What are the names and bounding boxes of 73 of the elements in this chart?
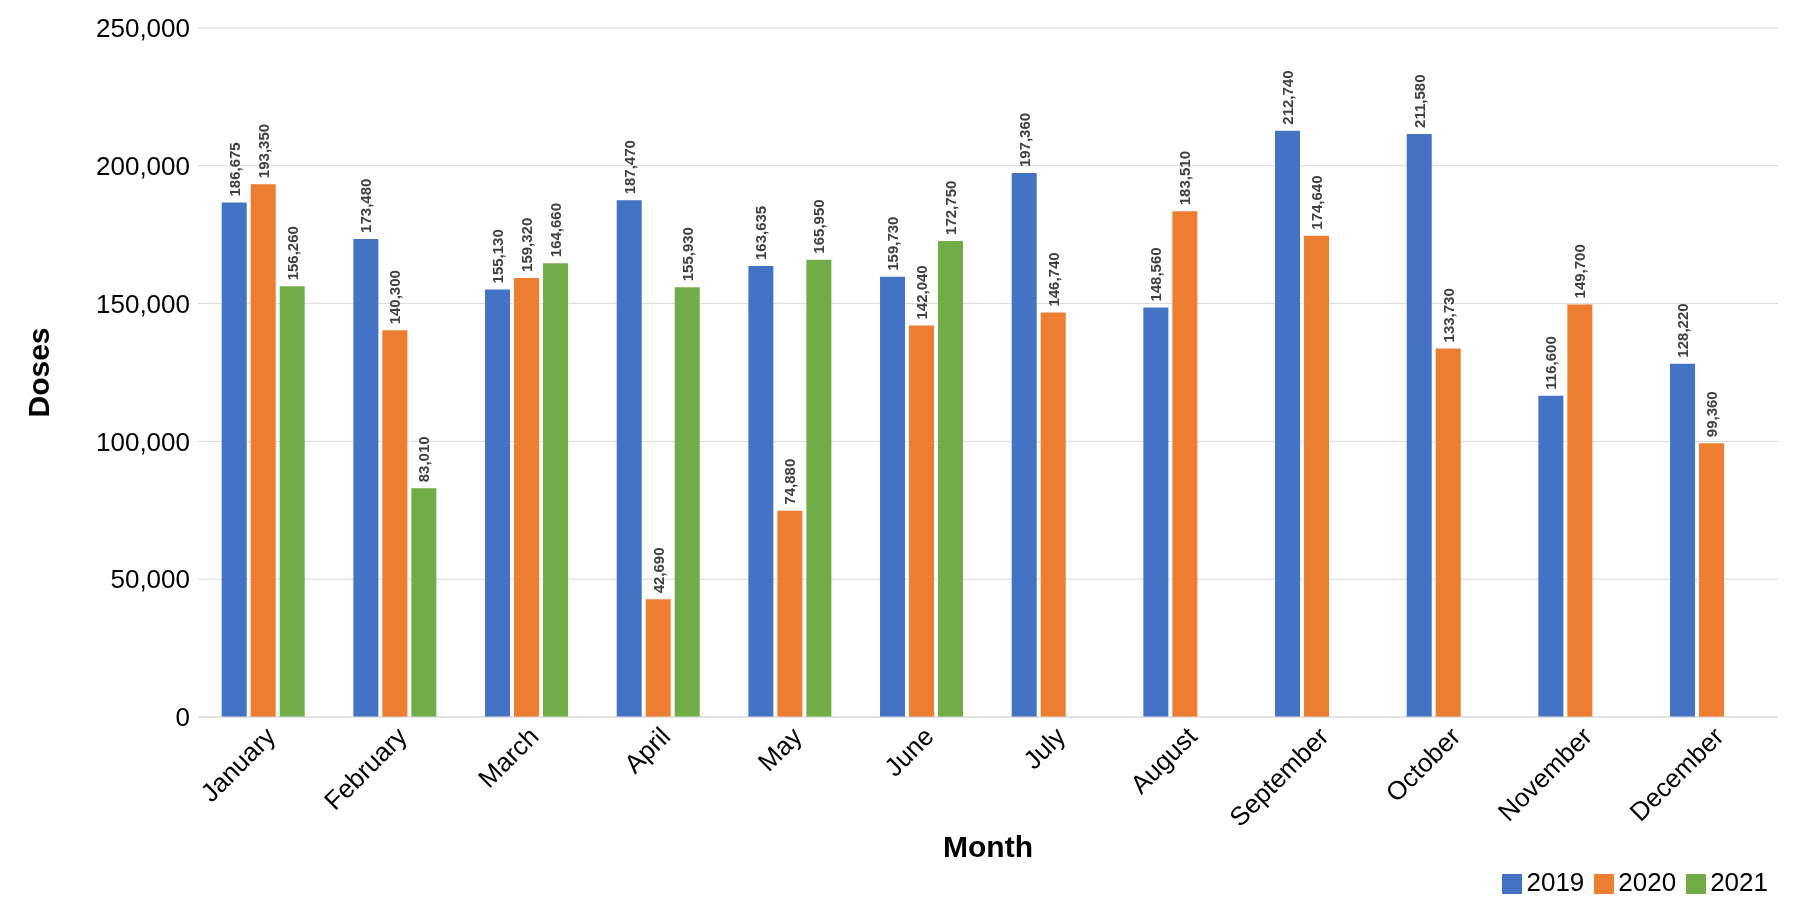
- y-tick-label: 50,000: [110, 564, 190, 595]
- data-label: 133,730: [1439, 288, 1457, 343]
- data-label: 165,950: [810, 199, 828, 254]
- bar: [806, 259, 832, 717]
- x-tick-label: May: [751, 721, 808, 778]
- data-label: 148,560: [1147, 247, 1165, 302]
- data-label: 193,350: [254, 123, 272, 179]
- bar: [1670, 363, 1696, 717]
- data-label: 186,675: [225, 142, 243, 197]
- bar: [221, 202, 247, 717]
- data-label: 116,600: [1542, 336, 1560, 390]
- data-label: 174,640: [1308, 175, 1326, 230]
- data-label: 140,300: [386, 270, 404, 325]
- bar: [1172, 211, 1198, 717]
- bar: [645, 599, 671, 717]
- bar: [1040, 312, 1066, 717]
- bar: [250, 184, 276, 717]
- y-tick-label: 200,000: [96, 151, 190, 182]
- data-label: 173,480: [357, 178, 375, 233]
- bar: [514, 277, 540, 717]
- y-tick-label: 150,000: [96, 288, 190, 319]
- y-tick-label: 250,000: [96, 13, 190, 44]
- bar: [1567, 304, 1593, 717]
- bar: [1406, 133, 1432, 717]
- bar: [938, 240, 964, 717]
- data-label: 142,040: [913, 265, 931, 320]
- x-tick-label: July: [1017, 721, 1072, 775]
- data-label: 187,470: [620, 140, 638, 195]
- data-label: 155,130: [489, 229, 507, 284]
- legend-label: 2019: [1526, 867, 1585, 897]
- data-label: 128,220: [1674, 303, 1692, 358]
- bar: [1699, 443, 1725, 717]
- data-label: 164,660: [547, 202, 565, 258]
- y-tick-label: 100,000: [96, 426, 190, 457]
- bar: [543, 263, 569, 717]
- data-label: 163,635: [752, 205, 770, 261]
- bar: [777, 510, 803, 717]
- data-label: 149,700: [1571, 244, 1589, 299]
- bar: [485, 289, 511, 717]
- bar: [353, 238, 379, 717]
- bar: [674, 287, 700, 717]
- bar: [748, 266, 774, 717]
- data-label: 183,510: [1176, 151, 1194, 206]
- bar: [880, 276, 906, 717]
- bar: [382, 330, 408, 717]
- y-tick-label: 0: [175, 702, 190, 733]
- bar: [1538, 395, 1564, 717]
- data-label: 42,690: [649, 547, 667, 594]
- data-label: 156,260: [283, 226, 301, 281]
- data-label: 159,320: [518, 217, 536, 272]
- bar: [411, 488, 437, 717]
- data-label: 83,010: [415, 436, 433, 483]
- bar: [616, 200, 642, 717]
- data-label: 172,750: [942, 180, 960, 235]
- bar: [909, 325, 935, 717]
- bar: [1143, 307, 1169, 717]
- legend-label: 2020: [1618, 867, 1677, 897]
- data-label: 197,360: [1015, 112, 1033, 168]
- data-label: 159,730: [884, 216, 902, 271]
- bar: [279, 286, 305, 717]
- bar: [1304, 235, 1330, 717]
- y-axis-title: Doses: [21, 327, 55, 418]
- data-label: 99,360: [1703, 391, 1721, 438]
- data-label: 211,580: [1410, 74, 1428, 128]
- data-label: 155,930: [678, 227, 696, 282]
- data-label: 146,740: [1044, 252, 1062, 307]
- legend-label: 2021: [1710, 867, 1768, 897]
- data-label: 212,740: [1279, 70, 1297, 125]
- x-axis-title: Month: [943, 830, 1033, 863]
- bar: [1011, 173, 1037, 717]
- bar: [1275, 130, 1301, 717]
- data-label: 74,880: [781, 458, 799, 505]
- bar: [1435, 348, 1461, 717]
